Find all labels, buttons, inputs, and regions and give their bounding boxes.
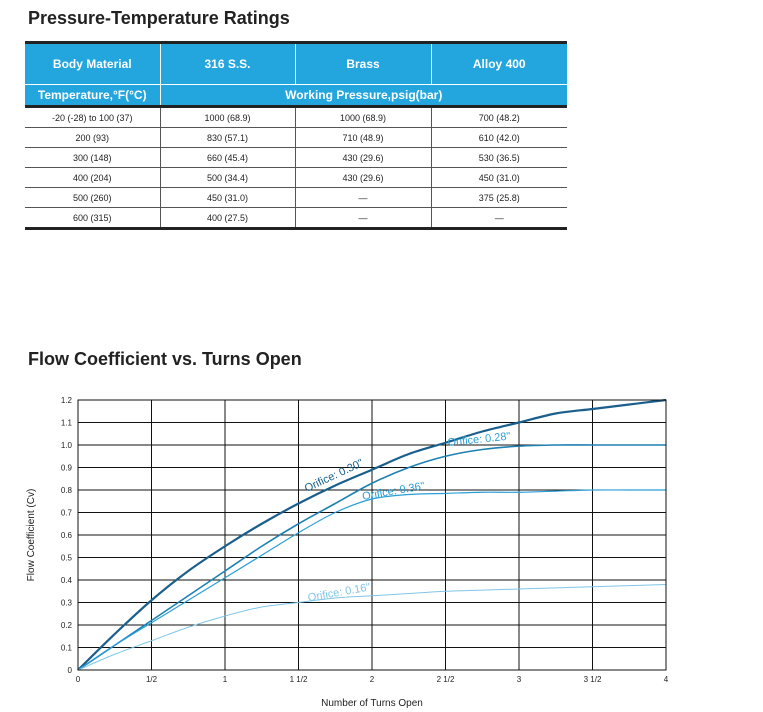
ratings-table: Body Material 316 S.S. Brass Alloy 400 T…: [25, 41, 567, 230]
x-tick-label: 2 1/2: [437, 675, 455, 684]
table-cell: 200 (93): [25, 127, 161, 148]
series-label: Orifice: 0.16": [307, 581, 371, 604]
y-tick-label: 0.1: [61, 644, 73, 653]
chart-series: [77, 398, 667, 671]
y-tick-label: 0.2: [61, 621, 73, 630]
y-tick-label: 1.2: [61, 396, 73, 405]
table-row: 600 (315) 400 (27.5) — —: [25, 207, 567, 230]
table-cell: 830 (57.1): [160, 127, 296, 148]
table-cell: 700 (48.2): [431, 106, 567, 128]
y-tick-label: 0.5: [61, 554, 73, 563]
ratings-title: Pressure-Temperature Ratings: [28, 8, 290, 28]
chart-title: Flow Coefficient vs. Turns Open: [28, 349, 302, 369]
table-cell: —: [295, 207, 432, 230]
y-tick-label: 0.4: [61, 576, 73, 585]
x-tick-label: 3 1/2: [584, 675, 602, 684]
unit-header-row: Temperature,°F(°C) Working Pressure,psig…: [25, 84, 567, 108]
table-cell: 430 (29.6): [295, 147, 432, 168]
temperature-header: Temperature,°F(°C): [25, 84, 161, 108]
x-tick-label: 1: [223, 675, 228, 684]
table-cell: 1000 (68.9): [295, 106, 432, 128]
series-line-1: [77, 398, 667, 671]
x-axis-label: Number of Turns Open: [321, 698, 423, 709]
y-tick-label: 0.9: [61, 464, 73, 473]
table-cell: 450 (31.0): [431, 167, 567, 188]
series-line-4: [77, 584, 667, 671]
y-axis-ticks: 0 0.1 0.2 0.3 0.4 0.5 0.6 0.7 0.8 0.9 1.0 1.1 1.2: [61, 396, 73, 675]
y-tick-label: 0.8: [61, 486, 73, 495]
table-cell: 375 (25.8): [431, 187, 567, 208]
x-tick-label: 2: [370, 675, 375, 684]
table-cell: 1000 (68.9): [160, 106, 296, 128]
table-cell: -20 (-28) to 100 (37): [25, 106, 161, 128]
material-header-row: Body Material 316 S.S. Brass Alloy 400: [25, 41, 567, 85]
flow-coefficient-chart: 0 1/2 1 1 1/2 2 2 1/2 3 3 1/2 4 0 0.1 0.2 0.3 0.4 0.5…: [26, 396, 669, 709]
table-cell: 530 (36.5): [431, 147, 567, 168]
table-row: 300 (148) 660 (45.4) 430 (29.6) 530 (36.…: [25, 147, 567, 168]
x-tick-label: 1 1/2: [290, 675, 308, 684]
series-line-2: [77, 444, 666, 671]
y-tick-label: 0.3: [61, 599, 73, 608]
body-material-header: Body Material: [25, 41, 161, 85]
table-cell: 610 (42.0): [431, 127, 567, 148]
chart-grid: [77, 399, 667, 671]
material-header-316ss: 316 S.S.: [160, 41, 296, 85]
series-label: Orifice: 0.28": [447, 430, 511, 449]
y-tick-label: 0.7: [61, 509, 73, 518]
table-cell: 500 (260): [25, 187, 161, 208]
table-row: 200 (93) 830 (57.1) 710 (48.9) 610 (42.0…: [25, 127, 567, 148]
y-tick-label: 1.0: [61, 441, 73, 450]
x-tick-label: 3: [517, 675, 522, 684]
y-tick-label: 0: [68, 666, 73, 675]
table-cell: 500 (34.4): [160, 167, 296, 188]
table-cell: 430 (29.6): [295, 167, 432, 188]
table-cell: —: [295, 187, 432, 208]
table-cell: 300 (148): [25, 147, 161, 168]
table-cell: 600 (315): [25, 207, 161, 230]
table-row: 500 (260) 450 (31.0) — 375 (25.8): [25, 187, 567, 208]
plot-frame: [77, 399, 667, 671]
x-tick-label: 1/2: [146, 675, 158, 684]
table-cell: 710 (48.9): [295, 127, 432, 148]
table-cell: —: [431, 207, 567, 230]
chart-annotations: Orifice: 0.30"Orifice: 0.28"Orifice: 0.3…: [303, 430, 511, 604]
y-axis-label: Flow Coefficient (Cv): [26, 489, 37, 582]
working-pressure-header: Working Pressure,psig(bar): [160, 84, 567, 108]
table-cell: 400 (27.5): [160, 207, 296, 230]
table-cell: 400 (204): [25, 167, 161, 188]
material-header-brass: Brass: [295, 41, 432, 85]
table-row: -20 (-28) to 100 (37) 1000 (68.9) 1000 (…: [25, 106, 567, 128]
table-cell: 450 (31.0): [160, 187, 296, 208]
table-cell: 660 (45.4): [160, 147, 296, 168]
table-row: 400 (204) 500 (34.4) 430 (29.6) 450 (31.…: [25, 167, 567, 188]
x-tick-label: 4: [664, 675, 669, 684]
material-header-alloy400: Alloy 400: [431, 41, 567, 85]
y-tick-label: 1.1: [61, 419, 73, 428]
series-line-3: [77, 489, 666, 671]
x-tick-label: 0: [76, 675, 81, 684]
x-axis-ticks: 0 1/2 1 1 1/2 2 2 1/2 3 3 1/2 4: [76, 675, 669, 684]
y-tick-label: 0.6: [61, 531, 73, 540]
